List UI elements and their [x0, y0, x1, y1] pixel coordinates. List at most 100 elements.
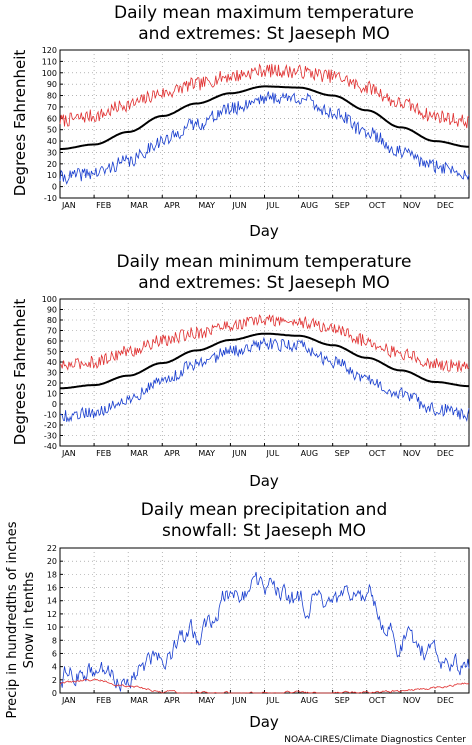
y-tick-label: 20 — [47, 557, 57, 566]
x-tick-label: FEB — [96, 696, 111, 705]
x-tick-label: MAY — [198, 449, 215, 458]
series-line-1 — [59, 571, 470, 692]
y-tick-label: -40 — [44, 442, 57, 451]
x-tick-label: SEP — [335, 696, 350, 705]
y-tick-label: 0 — [52, 400, 57, 409]
y-tick-label: 4 — [52, 663, 57, 672]
y-tick-label: 30 — [47, 148, 57, 157]
y-tick-label: 10 — [47, 390, 57, 399]
chart-1-title-line-2: and extremes: St Jaeseph MO — [138, 24, 389, 44]
y-tick-label: 10 — [47, 623, 57, 632]
y-tick-label: 8 — [52, 636, 57, 645]
chart-1-title-line-1: Daily mean maximum temperature — [114, 3, 414, 23]
y-tick-label: 14 — [47, 597, 57, 606]
y-tick-label: 70 — [47, 103, 57, 112]
chart-3-title-line-1: Daily mean precipitation and — [141, 500, 388, 520]
y-tick-label: 90 — [47, 80, 57, 89]
x-tick-label: AUG — [301, 201, 319, 210]
series-line-2 — [60, 85, 469, 150]
y-tick-label: 30 — [47, 369, 57, 378]
chart-3-y-axis-label-line-2: Snow in tenths — [22, 571, 37, 668]
chart-1-x-axis-label: Day — [249, 222, 279, 240]
y-tick-label: 16 — [47, 584, 57, 593]
x-tick-label: JAN — [61, 201, 76, 210]
y-tick-label: 60 — [47, 114, 57, 123]
x-tick-label: NOV — [403, 201, 421, 210]
y-tick-label: 120 — [42, 46, 57, 55]
y-tick-label: -20 — [44, 421, 57, 430]
x-tick-label: MAY — [198, 201, 215, 210]
x-tick-label: JUN — [231, 696, 246, 705]
x-tick-label: FEB — [96, 201, 111, 210]
y-tick-label: 100 — [42, 69, 57, 78]
x-tick-label: OCT — [369, 201, 386, 210]
y-tick-label: 40 — [47, 358, 57, 367]
series-line-2 — [59, 678, 470, 694]
chart-1-plot: -10 0 10 20 30 40 50 60 70 80 90 100 110 120 JAN FEB MAR… — [42, 46, 470, 210]
y-tick-label: 110 — [42, 57, 57, 66]
y-tick-label: 2 — [52, 676, 57, 685]
x-tick-label: DEC — [437, 696, 454, 705]
x-tick-label: NOV — [403, 696, 421, 705]
chart-1-y-axis-label: Degrees Fahrenheit — [11, 50, 29, 197]
x-tick-label: APR — [164, 449, 180, 458]
y-tick-label: -10 — [44, 411, 57, 420]
y-tick-label: 40 — [47, 137, 57, 146]
chart-3-title-line-2: snowfall: St Jaeseph MO — [162, 521, 366, 541]
y-tick-label: 90 — [47, 306, 57, 315]
x-tick-label: JAN — [61, 696, 76, 705]
y-tick-label: 10 — [47, 171, 57, 180]
y-tick-label: 80 — [47, 316, 57, 325]
y-tick-label: 20 — [47, 160, 57, 169]
series-line-1 — [59, 314, 470, 373]
series-line-3 — [59, 336, 470, 423]
x-tick-label: JUN — [231, 201, 246, 210]
y-tick-label: 50 — [47, 348, 57, 357]
x-tick-label: OCT — [369, 696, 386, 705]
y-tick-label: 6 — [52, 649, 57, 658]
x-tick-label: MAR — [130, 201, 148, 210]
footer-credit: NOAA-CIRES/Climate Diagnostics Center — [284, 735, 466, 745]
x-tick-label: JAN — [61, 449, 76, 458]
y-tick-label: 50 — [47, 126, 57, 135]
x-tick-label: FEB — [96, 449, 111, 458]
chart-3-x-axis-label: Day — [249, 713, 279, 731]
chart-3-plot: 0 2 4 6 8 10 12 14 16 18 20 22 JAN FEB MAR APR MAY JUN JUL… — [47, 544, 470, 705]
x-tick-label: OCT — [369, 449, 386, 458]
series-line-3 — [59, 91, 470, 185]
x-tick-label: JUN — [231, 449, 246, 458]
y-tick-label: 80 — [47, 92, 57, 101]
x-tick-label: AUG — [301, 449, 319, 458]
chart-2-y-axis-label: Degrees Fahrenheit — [11, 299, 29, 446]
y-tick-label: 70 — [47, 327, 57, 336]
y-tick-label: 20 — [47, 379, 57, 388]
y-tick-label: -30 — [44, 432, 57, 441]
x-tick-label: AUG — [301, 696, 319, 705]
x-tick-label: JUL — [266, 449, 280, 458]
chart-2-title-line-1: Daily mean minimum temperature — [117, 252, 412, 272]
chart-1: Daily mean maximum temperature and extre… — [11, 3, 470, 240]
y-tick-label: 0 — [52, 183, 57, 192]
chart-3-y-axis-label-line-1: Precip in hundredths of inches — [5, 521, 20, 718]
x-tick-label: DEC — [437, 201, 454, 210]
y-tick-label: -10 — [44, 194, 57, 203]
chart-2-title-line-2: and extremes: St Jaeseph MO — [138, 273, 389, 293]
x-tick-label: NOV — [403, 449, 421, 458]
x-tick-label: MAR — [130, 449, 148, 458]
chart-2: Daily mean minimum temperature and extre… — [11, 252, 470, 490]
chart-3: Daily mean precipitation and snowfall: S… — [5, 500, 470, 731]
x-tick-label: SEP — [335, 449, 350, 458]
x-tick-label: MAY — [198, 696, 215, 705]
x-tick-label: APR — [164, 696, 180, 705]
x-tick-label: JUL — [266, 696, 280, 705]
x-tick-label: DEC — [437, 449, 454, 458]
x-tick-label: SEP — [335, 201, 350, 210]
x-tick-label: APR — [164, 201, 180, 210]
y-tick-label: 22 — [47, 544, 57, 553]
y-tick-label: 0 — [52, 689, 57, 698]
series-line-2 — [59, 332, 469, 390]
y-tick-label: 12 — [47, 610, 57, 619]
x-tick-label: JUL — [266, 201, 280, 210]
series-line-1 — [59, 63, 470, 129]
